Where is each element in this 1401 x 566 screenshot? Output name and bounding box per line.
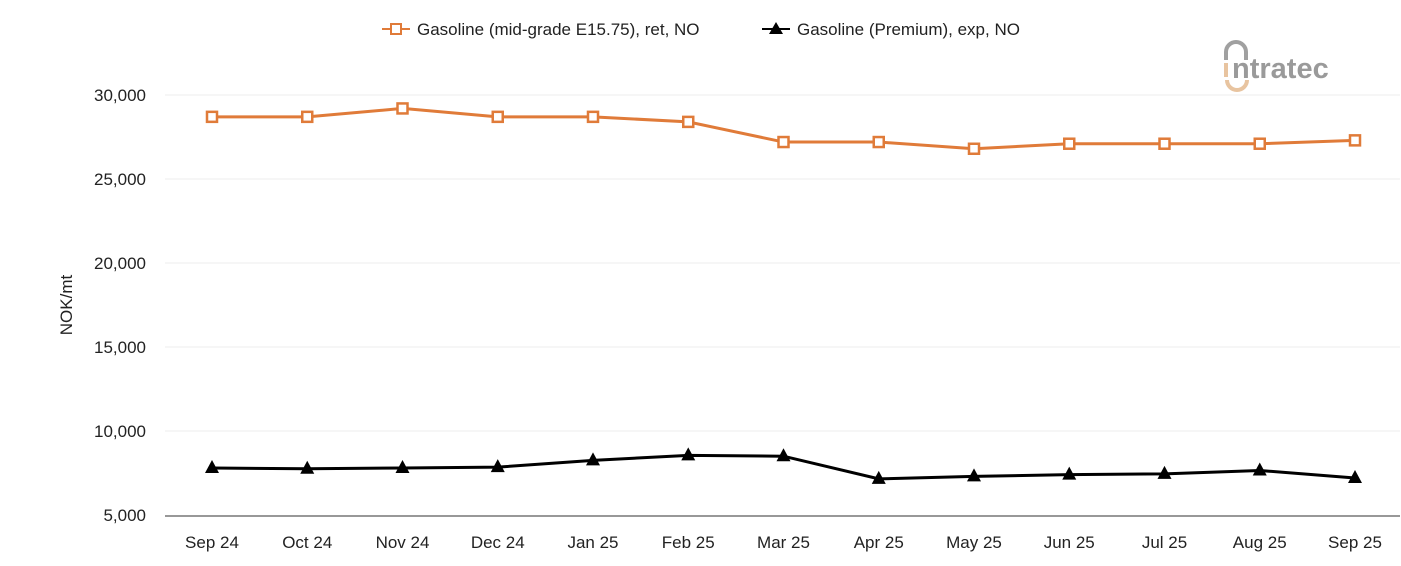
data-point-triangle xyxy=(776,448,791,462)
data-point-square xyxy=(777,135,790,149)
data-point-square xyxy=(1158,137,1171,150)
x-tick-label: Jul 25 xyxy=(1142,533,1187,552)
data-point-square xyxy=(586,110,600,124)
legend-item-0[interactable]: Gasoline (mid-grade E15.75), ret, NO xyxy=(382,20,700,39)
data-point-square xyxy=(967,142,981,156)
series-group xyxy=(205,102,1362,484)
data-point-square xyxy=(1348,134,1362,147)
data-point-square xyxy=(396,102,409,115)
x-tick-label: Aug 25 xyxy=(1233,533,1287,552)
legend-marker-triangle xyxy=(769,22,783,34)
y-tick-label: 10,000 xyxy=(94,422,146,441)
data-point-square xyxy=(872,135,885,149)
x-tick-label: Oct 24 xyxy=(282,533,332,552)
x-tick-label: Nov 24 xyxy=(376,533,430,552)
y-tick-label: 30,000 xyxy=(94,86,146,105)
data-point-square xyxy=(491,110,504,124)
x-axis-ticks: Sep 24 Oct 24 Nov 24 Dec 24 Jan 25 Feb 25 Mar … xyxy=(185,533,1382,552)
data-point-triangle xyxy=(1252,462,1267,476)
x-tick-label: Feb 25 xyxy=(662,533,715,552)
y-tick-label: 5,000 xyxy=(103,506,146,525)
data-point-triangle xyxy=(681,447,696,461)
y-tick-label: 15,000 xyxy=(94,338,146,357)
data-point-triangle xyxy=(1157,465,1172,479)
data-point-square xyxy=(205,110,219,124)
data-point-triangle xyxy=(300,460,315,474)
data-point-triangle xyxy=(967,468,981,482)
x-tick-label: Dec 24 xyxy=(471,533,525,552)
gridlines xyxy=(165,94,1400,432)
data-point-triangle xyxy=(871,470,886,484)
logo-arc-icon xyxy=(1224,40,1248,60)
svg-text:ntratec: ntratec xyxy=(1232,53,1329,85)
x-tick-label: Sep 24 xyxy=(185,533,239,552)
legend-item-1[interactable]: Gasoline (Premium), exp, NO xyxy=(762,20,1020,39)
x-tick-label: Apr 25 xyxy=(854,533,904,552)
data-point-square xyxy=(301,110,314,124)
data-point-square xyxy=(1063,137,1076,150)
data-point-triangle xyxy=(1062,466,1077,480)
data-point-triangle xyxy=(490,459,505,473)
y-tick-label: 20,000 xyxy=(94,254,146,273)
x-tick-label: Jun 25 xyxy=(1044,533,1095,552)
data-point-square xyxy=(1253,137,1266,150)
x-tick-label: Sep 25 xyxy=(1328,533,1382,552)
x-tick-label: Mar 25 xyxy=(757,533,810,552)
y-axis-ticks: 5,000 10,000 15,000 20,000 25,000 30,000 xyxy=(94,86,146,525)
x-tick-label: May 25 xyxy=(946,533,1002,552)
legend: Gasoline (mid-grade E15.75), ret, NO Gas… xyxy=(382,20,1020,39)
y-axis-label: NOK/mt xyxy=(57,275,76,336)
legend-label-0: Gasoline (mid-grade E15.75), ret, NO xyxy=(417,20,700,39)
data-point-triangle xyxy=(1348,470,1362,484)
x-tick-label: Jan 25 xyxy=(567,533,618,552)
data-point-triangle xyxy=(586,452,600,466)
intratec-logo: ntratec xyxy=(1224,40,1329,92)
data-point-triangle xyxy=(395,459,410,473)
data-point-square xyxy=(682,115,695,129)
data-point-triangle xyxy=(205,459,219,473)
y-tick-label: 25,000 xyxy=(94,170,146,189)
legend-label-1: Gasoline (Premium), exp, NO xyxy=(797,20,1020,39)
legend-marker-square xyxy=(390,23,402,35)
